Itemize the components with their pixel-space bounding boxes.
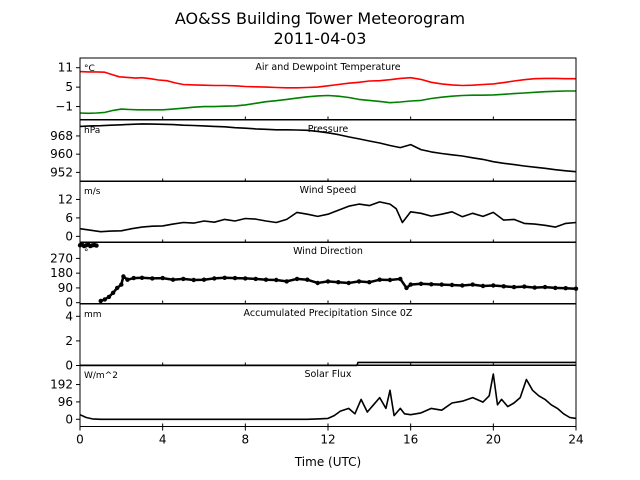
y-tick-label: 270 bbox=[50, 251, 73, 265]
y-tick-label: 12 bbox=[58, 192, 73, 206]
y-tick-label: 952 bbox=[50, 165, 73, 179]
panel-title: Pressure bbox=[308, 124, 349, 135]
y-tick-label: 90 bbox=[58, 281, 73, 295]
y-tick-label: 968 bbox=[50, 129, 73, 143]
y-tick-label: 180 bbox=[50, 266, 73, 280]
panel-title: Wind Speed bbox=[300, 185, 357, 196]
panel-title: Solar Flux bbox=[305, 369, 352, 380]
panel-6: 0 96 192 W/m^2 Solar Flux bbox=[50, 364, 577, 427]
chart-title-line2: 2011-04-03 bbox=[274, 29, 367, 48]
series-line bbox=[100, 274, 577, 303]
y-tick-label: 4 bbox=[65, 309, 73, 323]
unit-label: W/m^2 bbox=[84, 371, 118, 381]
unit-label: °C bbox=[84, 64, 95, 74]
y-tick-label: 0 bbox=[65, 296, 73, 310]
y-tick-label: 0 bbox=[65, 412, 73, 426]
x-tick-label: 4 bbox=[159, 433, 167, 447]
y-tick-label: 11 bbox=[58, 61, 73, 75]
y-tick-label: 0 bbox=[65, 229, 73, 243]
series-line bbox=[79, 70, 576, 89]
series-line bbox=[79, 373, 577, 421]
panel-title: Wind Direction bbox=[293, 246, 363, 257]
panel-title: Air and Dewpoint Temperature bbox=[255, 62, 400, 73]
y-tick-label: −1 bbox=[55, 100, 73, 114]
y-tick-label: 6 bbox=[65, 211, 73, 225]
y-tick-label: 2 bbox=[65, 334, 73, 348]
panel-title: Accumulated Precipitation Since 0Z bbox=[244, 308, 413, 319]
x-tick-label: 20 bbox=[486, 433, 501, 447]
x-tick-label: 0 bbox=[76, 433, 84, 447]
data-point bbox=[94, 243, 99, 248]
y-tick-label: 96 bbox=[58, 395, 73, 409]
y-tick-label: 0 bbox=[65, 359, 73, 373]
series-line bbox=[79, 90, 576, 115]
series-line bbox=[79, 201, 577, 233]
panel-2: 952 960 968 hPa Pressure bbox=[50, 119, 577, 182]
x-tick-label: 12 bbox=[320, 433, 335, 447]
x-axis-label: Time (UTC) bbox=[294, 455, 361, 469]
panel-5: 0 2 4 mm Accumulated Precipitation Since 0Z bbox=[65, 303, 577, 373]
unit-label: m/s bbox=[84, 187, 101, 197]
y-tick-label: 192 bbox=[50, 378, 73, 392]
series-line bbox=[79, 123, 577, 173]
panel-1: −1 5 11 °C Air and Dewpoint Temperature bbox=[55, 57, 577, 120]
x-tick-label: 24 bbox=[568, 433, 583, 447]
unit-label: mm bbox=[84, 310, 102, 320]
x-tick-label: 16 bbox=[403, 433, 418, 447]
unit-label: ° bbox=[84, 248, 89, 258]
y-tick-label: 960 bbox=[50, 147, 73, 161]
panel-3: 0 6 12 m/s Wind Speed bbox=[58, 180, 577, 243]
x-tick-label: 8 bbox=[242, 433, 250, 447]
unit-label: hPa bbox=[84, 126, 100, 136]
chart-title-line1: AO&SS Building Tower Meteorogram bbox=[175, 9, 465, 28]
y-tick-label: 5 bbox=[65, 80, 73, 94]
